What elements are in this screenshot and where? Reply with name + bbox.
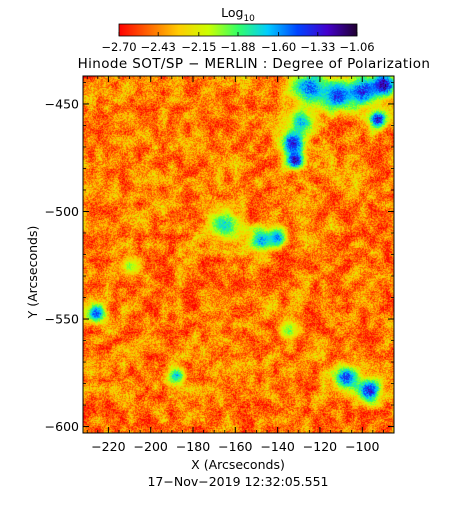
- x-tick-label: −100: [345, 439, 379, 454]
- chart-title: Hinode SOT/SP − MERLIN : Degree of Polar…: [78, 56, 431, 72]
- x-axis-label: X (Arcseconds): [191, 457, 285, 472]
- timestamp: 17−Nov−2019 12:32:05.551: [147, 474, 328, 489]
- x-tick-label: −160: [218, 439, 252, 454]
- polarization-heatmap: [83, 76, 394, 433]
- colorbar-tick-label: −2.70: [101, 40, 136, 54]
- x-tick-label: −120: [303, 439, 337, 454]
- x-axis-ticks: −220 −200 −180 −160 −140 −120 −100: [86, 76, 384, 454]
- colorbar-tick-label: −1.88: [220, 40, 255, 54]
- x-tick-label: −220: [91, 439, 125, 454]
- colorbar-ticks: −2.70 −2.43 −2.15 −1.88 −1.60 −1.33 −1.06: [101, 32, 375, 54]
- colorbar-title: Log10: [221, 5, 255, 24]
- colorbar-tick-label: −1.06: [339, 40, 374, 54]
- colorbar-tick-label: −2.15: [181, 40, 216, 54]
- x-tick-label: −180: [176, 439, 210, 454]
- y-tick-label: −500: [45, 204, 79, 219]
- x-tick-label: −200: [134, 439, 168, 454]
- colorbar-tick-label: −1.60: [261, 40, 296, 54]
- y-axis-ticks: −450 −500 −550 −600: [45, 82, 394, 434]
- y-axis-label: Y (Arcseconds): [25, 226, 40, 320]
- x-tick-label: −140: [260, 439, 294, 454]
- colorbar-tick-label: −2.43: [141, 40, 176, 54]
- y-tick-label: −450: [45, 96, 79, 111]
- y-tick-label: −600: [45, 419, 79, 434]
- colorbar-tick-label: −1.33: [300, 40, 335, 54]
- y-tick-label: −550: [45, 312, 79, 327]
